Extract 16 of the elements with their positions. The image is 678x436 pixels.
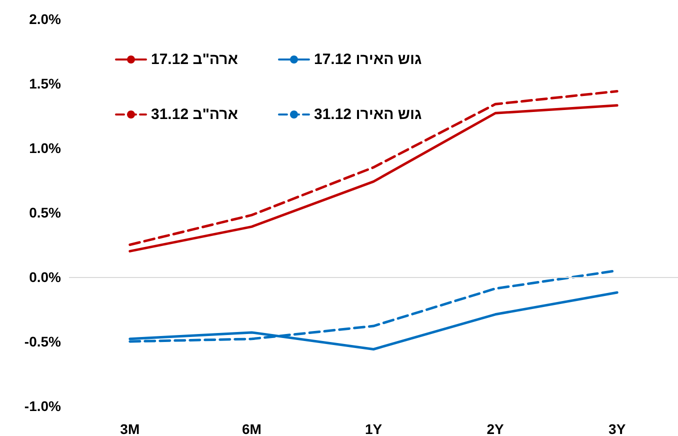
y-tick-label: 1.0%	[29, 140, 62, 156]
x-tick-label: 3Y	[608, 421, 626, 436]
y-tick-label: -0.5%	[24, 334, 62, 350]
legend-label: ארה"ב 17.12	[151, 51, 238, 68]
y-tick-label: 0.5%	[29, 204, 62, 220]
y-tick-label: 2.0%	[29, 11, 62, 27]
x-tick-label: 2Y	[486, 421, 505, 436]
legend-label: גוש האירו 17.12	[314, 51, 422, 68]
x-tick-label: 3M	[120, 421, 140, 436]
x-tick-label: 6M	[242, 421, 262, 436]
y-tick-label: 1.5%	[29, 76, 62, 92]
legend-label: ארה"ב 31.12	[151, 106, 238, 123]
x-tick-label: 1Y	[364, 421, 383, 436]
legend-label: גוש האירו 31.12	[314, 106, 422, 123]
y-tick-label: 0.0%	[29, 269, 62, 285]
y-tick-label: -1.0%	[24, 398, 62, 414]
